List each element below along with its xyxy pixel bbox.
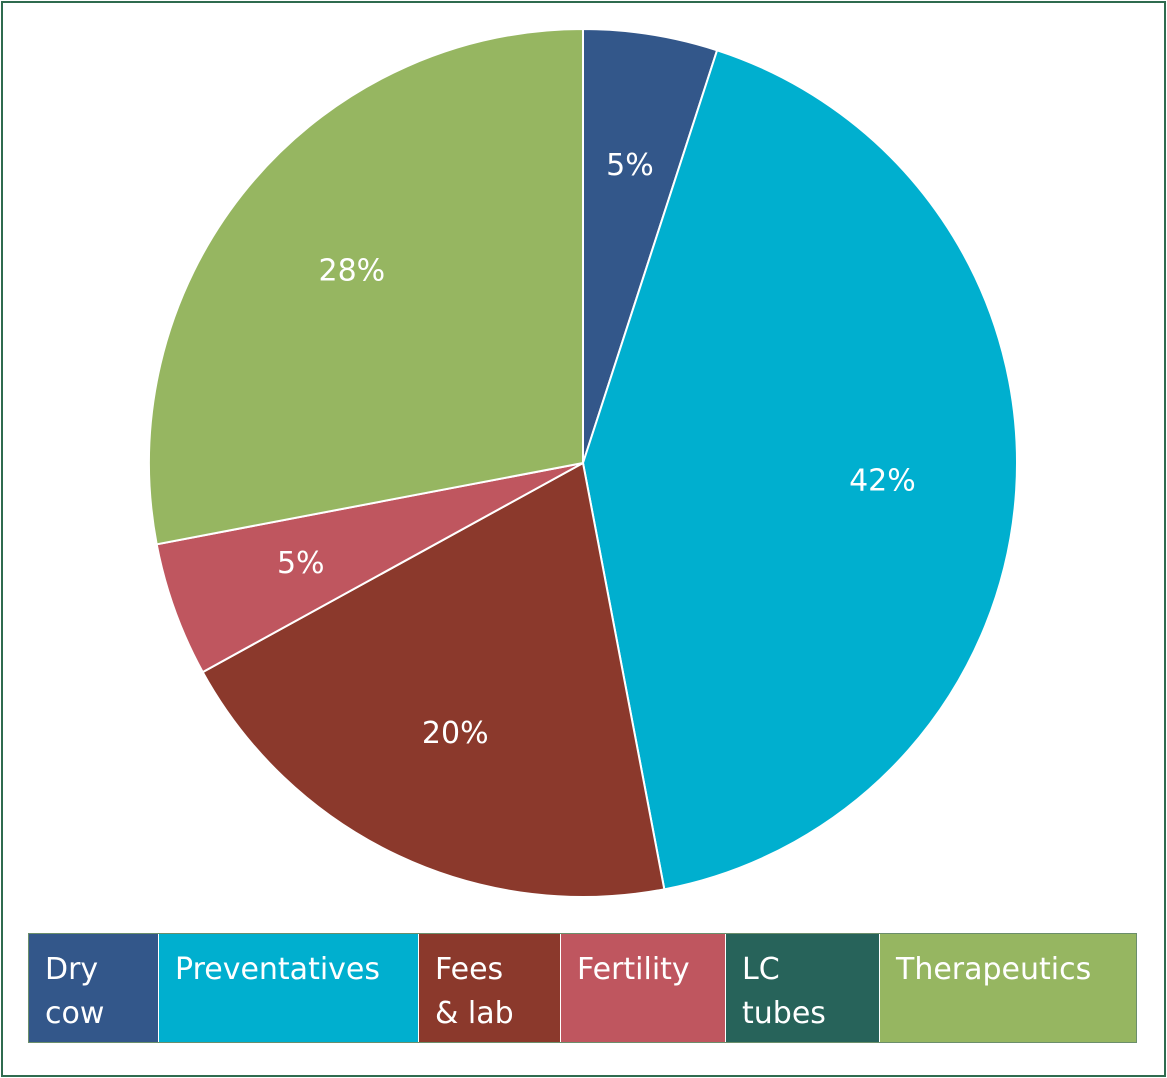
slice-label-preventatives: 42%: [849, 463, 916, 498]
legend-item-therapeutics: Therapeutics: [880, 934, 1136, 1042]
legend: Dry cow Preventatives Fees & lab Fertili…: [28, 933, 1137, 1043]
legend-label-therapeutics: Therapeutics: [896, 952, 1092, 987]
legend-label-fees-lab-line2: & lab: [435, 996, 514, 1031]
pie-slice-preventatives: [581, 48, 1018, 891]
legend-item-lc-tubes: LC tubes: [726, 934, 880, 1042]
legend-label-fees-lab-line1: Fees: [435, 952, 504, 987]
legend-item-fees-lab: Fees & lab: [419, 934, 561, 1042]
legend-label-lc-tubes-line2: tubes: [742, 996, 826, 1031]
legend-label-dry-cow-line1: Dry: [45, 952, 99, 987]
legend-item-dry-cow: Dry cow: [29, 934, 159, 1042]
legend-label-fertility: Fertility: [577, 952, 690, 987]
pie-slice-therapeutics: [148, 27, 584, 546]
slice-label-dry-cow: 5%: [606, 148, 654, 183]
legend-label-dry-cow-line2: cow: [45, 996, 105, 1031]
legend-label-lc-tubes-line1: LC: [742, 952, 780, 987]
slice-label-fees-lab: 20%: [422, 716, 489, 751]
pie-slice-fees-lab: [201, 461, 666, 898]
slice-label-therapeutics: 28%: [319, 253, 386, 288]
legend-item-fertility: Fertility: [561, 934, 726, 1042]
pie-chart: 5% 42% 20% 5% 28%: [148, 27, 1018, 898]
slice-label-fertility: 5%: [277, 546, 325, 581]
legend-label-preventatives: Preventatives: [175, 952, 381, 987]
legend-item-preventatives: Preventatives: [159, 934, 419, 1042]
